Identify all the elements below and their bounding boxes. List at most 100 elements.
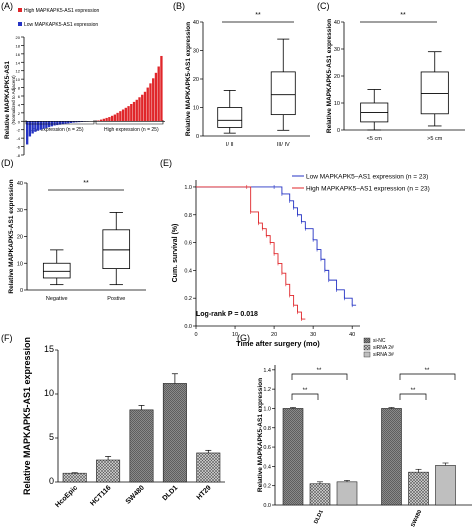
panel-a-bar: [97, 120, 100, 122]
panel-g-y-tick-label: 0.0: [263, 503, 271, 509]
panel-e-x-label: Time after surgery (mo): [236, 339, 320, 348]
panel-f-bar: [129, 409, 154, 483]
panel-g-legend-label: siRNA 3#: [373, 352, 394, 358]
panel-g-bar: [381, 408, 402, 506]
panel-g-sig-4: **: [411, 388, 416, 394]
panel-a-bar: [138, 97, 141, 122]
panel-g-bar: [309, 483, 331, 506]
panel-a-y-tick-label: 0: [18, 119, 21, 124]
panel-g-sig-1: **: [317, 368, 322, 374]
panel-d-x-tick-label: Negative: [46, 296, 68, 302]
panel-b-sig-label: **: [255, 12, 261, 19]
panel-a-bar: [42, 121, 45, 129]
panel-a-y-tick-label: 6: [18, 94, 21, 99]
panel-a-bar: [31, 121, 34, 134]
panel-a-bar: [146, 87, 149, 122]
panel-a-bar: [78, 121, 81, 123]
panel-c-y-tick-label: 10: [334, 101, 340, 107]
panel-e-y-tick-label: 0.2: [184, 296, 192, 302]
panel-e-x-tick-label: 20: [271, 332, 277, 338]
panel-a-bar: [45, 121, 48, 129]
panel-c-y-tick-label: 30: [334, 47, 340, 53]
panel-a-bar: [105, 117, 108, 122]
panel-a-bar: [160, 55, 163, 122]
panel-b-x-tick-label: III/ IV: [277, 142, 290, 148]
panel-a-bar: [102, 118, 106, 122]
panel-d-y-tick-label: 30: [17, 208, 23, 214]
panel-e-y-tick-label: 0.6: [184, 241, 192, 247]
panel-a-bar: [36, 121, 40, 131]
panel-g-bar: [336, 481, 358, 506]
panel-a-y-tick-label: 18: [16, 43, 21, 48]
panel-b-box: [270, 71, 296, 116]
panel-a-low-text: Low expression (n = 25): [30, 127, 84, 133]
panel-g-sig-3: **: [425, 368, 430, 374]
panel-a-bar: [152, 78, 155, 122]
panel-d-box: [102, 229, 131, 269]
charts-layer: -8-6-4-202468101214161820010203040Relati…: [8, 19, 472, 528]
panel-d-y-label: Relative MAPKAPK5-AS1 expression: [8, 179, 15, 293]
panel-a-bar: [132, 101, 136, 122]
panel-a-bar: [72, 121, 75, 123]
panel-f-bar: [62, 472, 87, 483]
panel-a-y-tick-label: 12: [16, 69, 21, 74]
panel-f-x-tick-label: HCT116: [89, 484, 112, 507]
panel-a-bar: [127, 106, 130, 122]
panel-f-x-tick-label: DLD1: [161, 484, 179, 502]
panel-d-box: [42, 262, 71, 279]
panel-f-x-tick-label: SW480: [125, 484, 146, 505]
panel-a-y-tick-label: 14: [16, 60, 21, 65]
panel-a-bar: [157, 66, 160, 122]
panel-a-bar: [67, 121, 70, 124]
panel-a-bar: [143, 91, 147, 122]
panel-b-y-tick-label: 30: [193, 49, 199, 55]
panel-d-y-tick-label: 20: [17, 235, 23, 241]
panel-e-x-tick-label: 30: [310, 332, 316, 338]
panel-d-x-tick-label: Postive: [107, 296, 125, 302]
panel-a-high-text: High expression (n = 25): [104, 127, 159, 133]
panel-c-y-tick-label: 0: [337, 128, 340, 134]
panel-a-bar: [64, 121, 67, 124]
panel-letter-e: (E): [160, 158, 172, 168]
panel-letter-d: (D): [1, 158, 14, 168]
panel-a-y-tick-label: 8: [18, 86, 21, 91]
panel-c-y-tick-label: 20: [334, 74, 340, 80]
panel-b-y-tick-label: 20: [193, 77, 199, 83]
panel-f-y-tick-label: 0: [49, 476, 54, 486]
panel-g-y-tick-label: 1.4: [263, 368, 271, 374]
panel-a-bar: [119, 111, 122, 122]
panel-a-ylabel2: (Normalized to Adjacent): [11, 75, 16, 125]
panel-g-y-tick-label: 1.0: [263, 406, 271, 412]
panel-f-bar: [162, 383, 187, 483]
panel-letter-b: (B): [173, 1, 185, 11]
panel-b-x-tick-label: I/ II: [226, 142, 234, 148]
legend-label-low: Low MAPKAPK5-AS1 expression: [24, 22, 98, 28]
panel-g-y-label: Relative MAPKAPK5-AS1 expression: [257, 378, 264, 492]
panel-a-bar: [121, 109, 125, 122]
panel-e-legend-label: High MAPKAPK5–AS1 expression (n = 23): [306, 186, 430, 193]
panel-a-ylabel: Relative MAPKAPK5-AS1: [4, 61, 11, 139]
panel-g-legend-label: siRNA 2#: [373, 345, 394, 351]
panel-a-y-tick-label: -6: [16, 145, 20, 150]
panel-f-bar: [96, 459, 121, 483]
panel-g-bar: [408, 471, 429, 506]
panel-e-y-label: Cum. survival (%): [172, 224, 179, 283]
panel-g-y-tick-label: 0.2: [263, 484, 271, 490]
panel-c-y-label: Relative MAPKAPK5-AS1 expression: [326, 19, 333, 133]
panel-e-y-tick-label: 0.0: [184, 324, 192, 330]
panel-f-x-tick-label: HT29: [196, 484, 213, 501]
panel-a-y-tick-label: -8: [16, 153, 20, 158]
panel-g-legend-label: si-NC: [373, 338, 386, 344]
panel-f-bar: [196, 452, 221, 483]
panel-a-bar: [56, 121, 59, 126]
panel-d-sig-label: **: [83, 180, 89, 187]
panel-a-bar: [80, 121, 84, 122]
panel-a-y-tick-label: 10: [16, 77, 21, 82]
panel-b-y-label: Relative MAPKAPK5-AS1 expression: [185, 22, 192, 136]
panel-a-legend: High MAPKAPK5-AS1 expression Low MAPKAPK…: [18, 8, 100, 28]
panel-a-y-tick-label: 4: [18, 102, 21, 107]
panel-a-y-tick-label: -2: [16, 128, 20, 133]
panel-letter-a: (A): [1, 1, 13, 11]
panel-a-y-tick-label: 16: [16, 52, 21, 57]
